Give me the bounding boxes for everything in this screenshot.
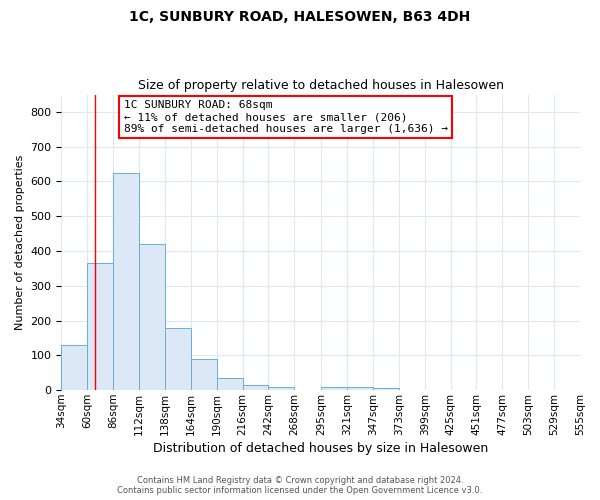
Bar	[268, 386, 295, 390]
Bar	[165, 328, 191, 390]
Bar	[191, 359, 217, 390]
Text: 1C, SUNBURY ROAD, HALESOWEN, B63 4DH: 1C, SUNBURY ROAD, HALESOWEN, B63 4DH	[130, 10, 470, 24]
Bar	[347, 386, 373, 390]
Y-axis label: Number of detached properties: Number of detached properties	[15, 154, 25, 330]
X-axis label: Distribution of detached houses by size in Halesowen: Distribution of detached houses by size …	[153, 442, 488, 455]
Text: Contains HM Land Registry data © Crown copyright and database right 2024.
Contai: Contains HM Land Registry data © Crown c…	[118, 476, 482, 495]
Bar	[217, 378, 242, 390]
Bar	[139, 244, 165, 390]
Text: 1C SUNBURY ROAD: 68sqm
← 11% of detached houses are smaller (206)
89% of semi-de: 1C SUNBURY ROAD: 68sqm ← 11% of detached…	[124, 100, 448, 134]
Bar	[242, 385, 268, 390]
Title: Size of property relative to detached houses in Halesowen: Size of property relative to detached ho…	[138, 79, 504, 92]
Bar	[373, 388, 399, 390]
Bar	[321, 386, 347, 390]
Bar	[87, 263, 113, 390]
Bar	[61, 345, 87, 390]
Bar	[113, 173, 139, 390]
